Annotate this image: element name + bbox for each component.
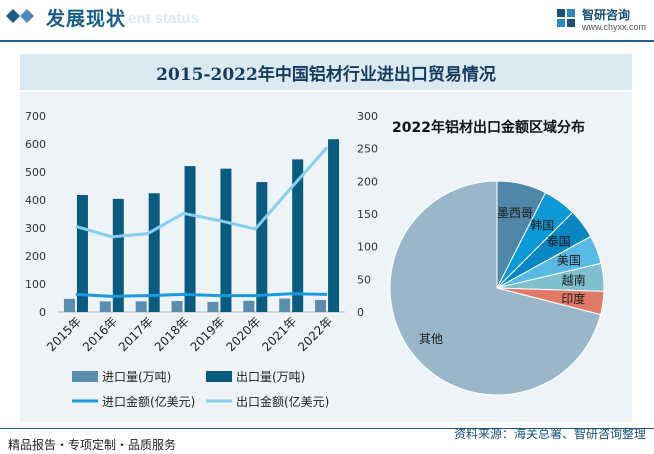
legend-label: 出口量(万吨)	[236, 370, 305, 384]
pie-slice-label: 越南	[562, 272, 586, 287]
x-tick-label: 2020年	[223, 314, 263, 354]
pie-slice	[389, 180, 602, 396]
footer-source: 资料来源：海关总署、智研咨询整理	[453, 427, 646, 441]
logo-brand-text: 智研咨询	[582, 8, 631, 22]
y-left-tick-label: 300	[25, 222, 46, 235]
pie-slice-label: 墨西哥	[497, 206, 533, 220]
x-tick-label: 2015年	[44, 314, 84, 354]
export-volume-bar	[148, 193, 160, 312]
pie-title: 2022年铝材出口金额区域分布	[392, 120, 585, 136]
export-amount-line	[75, 146, 329, 239]
export-volume-bar	[292, 159, 304, 312]
section-subtitle-en: ent status	[128, 10, 199, 27]
header-divider	[0, 40, 654, 42]
line-marks	[75, 146, 329, 298]
y-left-tick-label: 200	[25, 250, 46, 263]
y-left-tick-label: 100	[25, 278, 46, 291]
legend-label: 进口金额(亿美元)	[102, 394, 195, 409]
export-volume-bar	[256, 182, 268, 312]
page-header: 发展现状 ent status 智研咨询 www.chyxx.com	[0, 0, 654, 36]
y-right-tick-label: 100	[357, 241, 378, 254]
import-volume-bar	[279, 298, 291, 312]
pie-slice-label: 韩国	[530, 218, 554, 233]
export-volume-bar	[112, 198, 124, 312]
import-volume-bar	[315, 299, 327, 312]
import-volume-bar	[207, 301, 219, 312]
y-left-tick-label: 600	[25, 138, 46, 151]
export-volume-bar	[220, 168, 232, 312]
export-volume-bar	[328, 139, 340, 312]
legend-swatch	[72, 371, 98, 382]
pie-slice-label: 美国	[557, 253, 581, 267]
x-tick-label: 2021年	[259, 314, 299, 354]
footer-slogan: 精品报告・专项定制・品质服务	[8, 438, 177, 452]
export-volume-bar	[184, 166, 196, 312]
export-volume-bar	[76, 194, 88, 312]
logo-icon	[557, 9, 575, 27]
bar-marks	[63, 139, 340, 312]
banner-title: 2015-2022年中国铝材行业进出口贸易情况	[156, 65, 496, 85]
logo-url-text: www.chyxx.com	[582, 22, 647, 32]
chart-legend: 进口量(万吨) 出口量(万吨) 进口金额(亿美元) 出口金额(亿美元)	[72, 370, 329, 409]
y-left-tick-label: 0	[39, 306, 46, 319]
y-right-tick-label: 50	[357, 273, 371, 286]
import-volume-bar	[99, 301, 111, 312]
y-left-tick-label: 500	[25, 166, 46, 179]
chart-banner: 2015-2022年中国铝材行业进出口贸易情况	[20, 54, 632, 90]
y-right-tick-label: 300	[357, 110, 378, 123]
import-volume-bar	[135, 301, 147, 312]
import-amount-line	[75, 292, 328, 298]
y-right-tick-label: 150	[357, 208, 378, 221]
x-tick-label: 2016年	[80, 314, 120, 354]
import-volume-bar	[63, 298, 75, 312]
legend-swatch	[206, 371, 232, 382]
pie-slice-label: 泰国	[547, 235, 571, 249]
x-tick-label: 2017年	[116, 314, 156, 354]
import-volume-bar	[243, 300, 255, 312]
pie-slice-label: 印度	[561, 291, 585, 306]
import-volume-bar	[171, 301, 183, 312]
brand-logo: 智研咨询 www.chyxx.com	[556, 6, 648, 36]
x-tick-label: 2022年	[295, 314, 335, 354]
x-tick-label: 2018年	[152, 314, 192, 354]
y-right-tick-label: 250	[357, 143, 378, 156]
y-right-tick-label: 0	[357, 306, 364, 319]
footer-divider	[0, 428, 654, 429]
diamond-icon	[6, 9, 34, 23]
y-left-tick-label: 400	[25, 194, 46, 207]
y-right-tick-label: 200	[357, 175, 378, 188]
y-left-tick-label: 700	[25, 110, 46, 123]
x-tick-label: 2019年	[188, 314, 228, 354]
section-title: 发展现状	[46, 8, 127, 30]
legend-label: 出口金额(亿美元)	[236, 394, 329, 409]
pie-slice-label: 其他	[419, 332, 443, 346]
legend-label: 进口量(万吨)	[102, 370, 171, 384]
